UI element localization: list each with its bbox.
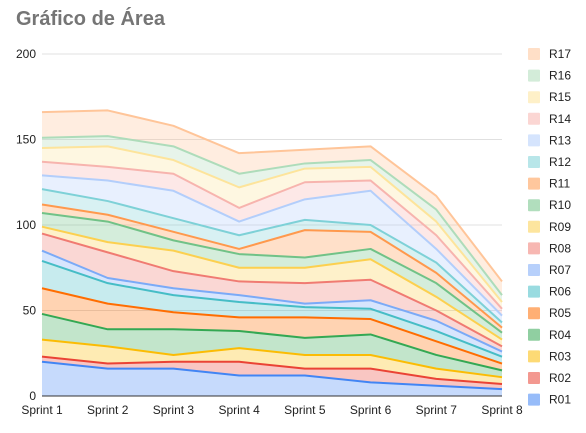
x-tick-label: Sprint 2 <box>87 403 129 417</box>
legend-swatch-r05 <box>528 307 540 319</box>
legend-swatch-r09 <box>528 221 540 233</box>
legend-label-r08: R08 <box>549 241 571 255</box>
x-tick-label: Sprint 5 <box>284 403 326 417</box>
legend-swatch-r13 <box>528 134 540 146</box>
legend-label-r09: R09 <box>549 220 571 234</box>
legend-label-r06: R06 <box>549 285 571 299</box>
legend-label-r12: R12 <box>549 155 571 169</box>
y-tick-label: 150 <box>16 133 36 147</box>
legend-swatch-r11 <box>528 178 540 190</box>
legend-swatch-r01 <box>528 394 540 406</box>
y-tick-label: 50 <box>23 304 37 318</box>
legend-swatch-r02 <box>528 372 540 384</box>
legend-swatch-r17 <box>528 48 540 60</box>
legend-swatch-r08 <box>528 242 540 254</box>
legend-swatch-r15 <box>528 91 540 103</box>
x-tick-label: Sprint 3 <box>153 403 195 417</box>
legend-swatch-r04 <box>528 329 540 341</box>
y-tick-label: 0 <box>29 389 36 403</box>
legend-label-r03: R03 <box>549 349 571 363</box>
legend-swatch-r16 <box>528 70 540 82</box>
legend-label-r01: R01 <box>549 393 571 407</box>
legend-label-r14: R14 <box>549 112 571 126</box>
x-axis-ticks: Sprint 1 Sprint 2 Sprint 3 Sprint 4 Sprint 5… <box>21 403 523 417</box>
legend-label-r17: R17 <box>549 47 571 61</box>
legend-label-r02: R02 <box>549 371 571 385</box>
x-tick-label: Sprint 4 <box>218 403 260 417</box>
legend-label-r05: R05 <box>549 306 571 320</box>
legend-label-r16: R16 <box>549 69 571 83</box>
legend-label-r11: R11 <box>549 177 570 191</box>
y-tick-label: 100 <box>16 218 36 232</box>
legend-label-r07: R07 <box>549 263 571 277</box>
legend-swatch-r07 <box>528 264 540 276</box>
x-tick-label: Sprint 7 <box>416 403 458 417</box>
legend-label-r10: R10 <box>549 198 571 212</box>
legend-swatch-r10 <box>528 199 540 211</box>
legend-label-r04: R04 <box>549 328 571 342</box>
x-tick-label: Sprint 1 <box>21 403 63 417</box>
y-axis-ticks: 0 50 100 150 200 <box>16 47 36 403</box>
legend-label-r15: R15 <box>549 90 571 104</box>
legend-swatch-r14 <box>528 113 540 125</box>
legend: R17 R16 R15 R14 R13 R12 R11 R10 R09 R08 R07 R06 R05 R… <box>528 47 571 407</box>
legend-swatch-r03 <box>528 350 540 362</box>
x-tick-label: Sprint 6 <box>350 403 392 417</box>
x-tick-label: Sprint 8 <box>481 403 523 417</box>
legend-label-r13: R13 <box>549 133 571 147</box>
y-tick-label: 200 <box>16 47 36 61</box>
legend-swatch-r06 <box>528 286 540 298</box>
legend-swatch-r12 <box>528 156 540 168</box>
